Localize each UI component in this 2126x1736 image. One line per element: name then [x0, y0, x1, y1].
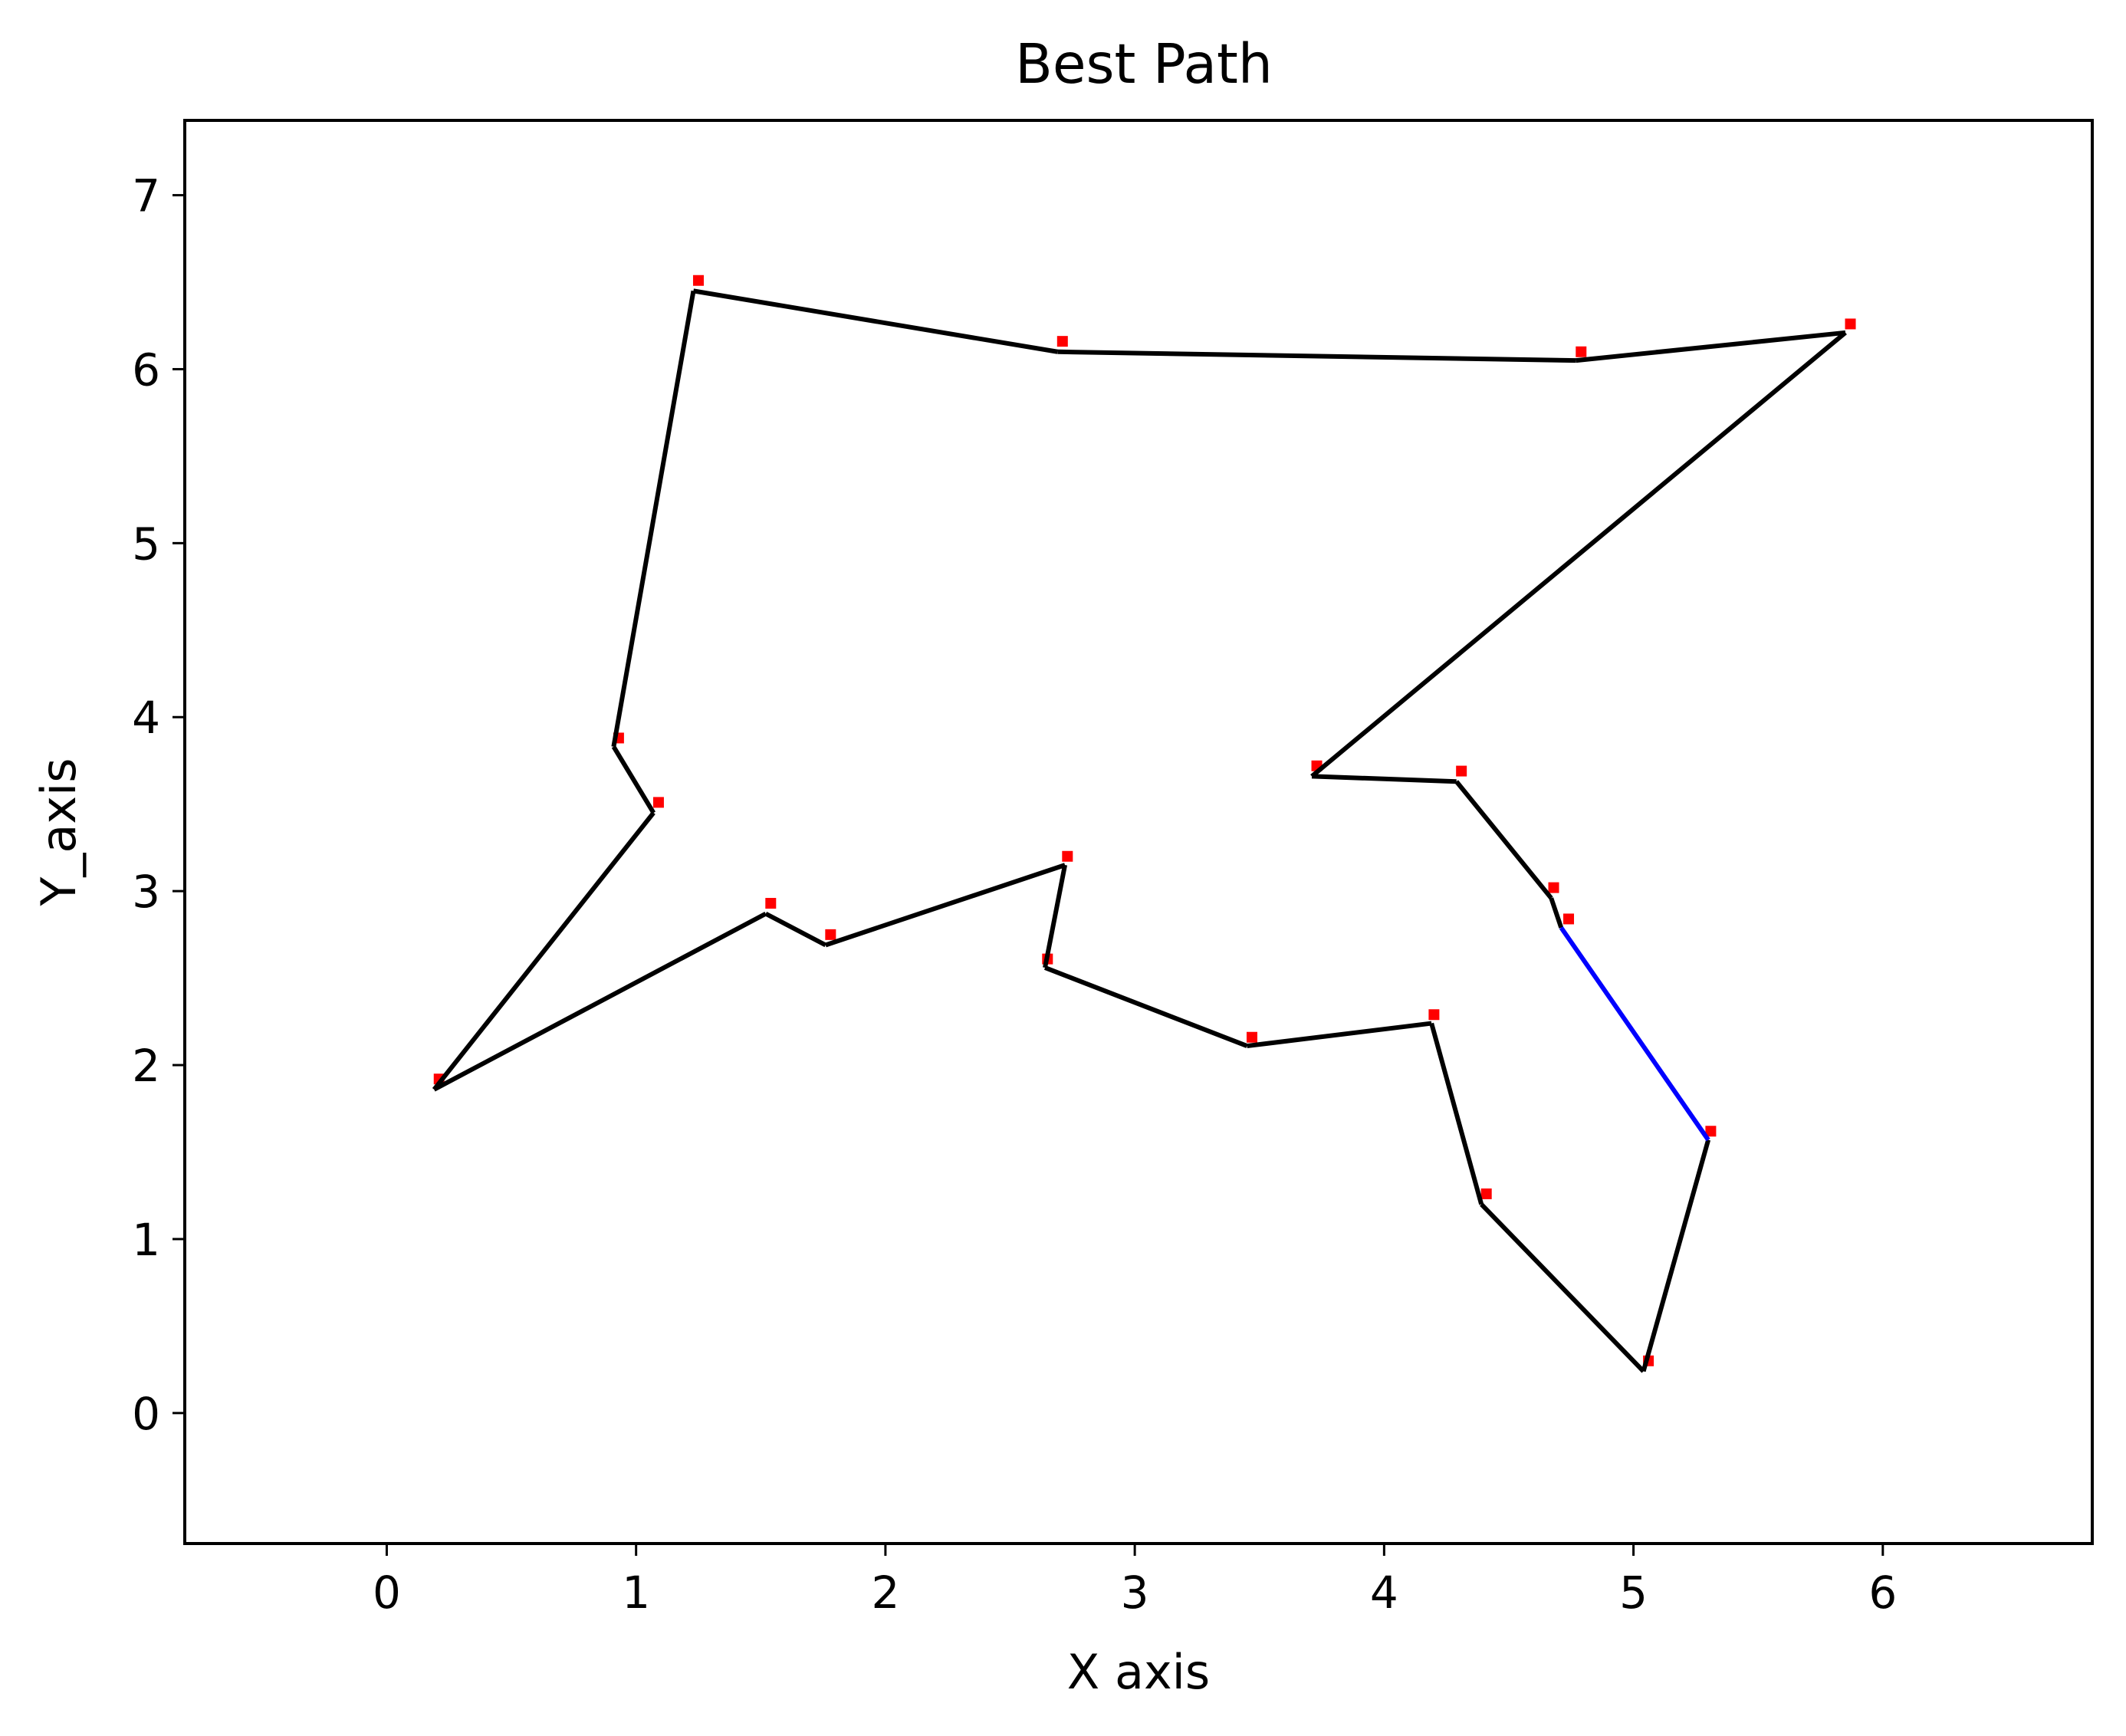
city-point-5 [1246, 1031, 1257, 1043]
path-segment-3 [1429, 1022, 1484, 1205]
path-segment-5 [1043, 965, 1248, 1048]
y-tick-label: 4 [132, 692, 160, 744]
x-tick-label: 5 [1619, 1567, 1648, 1619]
city-point-14 [1056, 336, 1068, 347]
path-segment-8 [764, 911, 827, 948]
path-segment-4 [1247, 1021, 1432, 1049]
path-segment-12 [611, 290, 696, 748]
plot-area [432, 275, 1856, 1373]
path-segment-13 [692, 288, 1058, 354]
path-segment-10 [432, 811, 656, 1091]
path-segment-15 [1576, 330, 1846, 363]
city-point-15 [1576, 346, 1587, 357]
city-point-8 [825, 929, 836, 940]
city-point-3 [1480, 1188, 1492, 1199]
y-tick-label: 7 [132, 170, 160, 222]
path-segment-2 [1480, 1202, 1645, 1373]
path-segment-6 [1043, 864, 1068, 968]
x-tick-label: 1 [622, 1567, 650, 1619]
city-point-7 [1062, 850, 1073, 862]
y-tick-label: 1 [132, 1214, 160, 1266]
path-segment-19 [1549, 897, 1564, 929]
path-segment-7 [824, 863, 1066, 948]
path-segment-18 [1454, 780, 1553, 900]
city-point-9 [765, 898, 777, 909]
path-segment-1 [1641, 1139, 1711, 1373]
y-tick-label: 0 [132, 1388, 160, 1440]
x-tick-label: 2 [871, 1567, 899, 1619]
path-segment-14 [1057, 349, 1576, 363]
path-segment-11 [611, 745, 656, 814]
axes-frame [183, 119, 2094, 1545]
x-tick-label: 3 [1121, 1567, 1149, 1619]
city-point-19 [1548, 882, 1559, 893]
y-axis-label: Y_axis [31, 758, 87, 906]
city-point-1 [1705, 1126, 1717, 1137]
chart-title: Best Path [1015, 32, 1273, 96]
path-segment-9 [432, 911, 767, 1092]
city-point-11 [652, 797, 664, 808]
y-tick-label: 6 [132, 344, 160, 396]
city-point-13 [692, 275, 704, 286]
closing-path-segment [1559, 926, 1710, 1142]
axis-ticks: 0 1 2 3 4 5 6 0 1 2 3 4 5 6 7 [132, 170, 1897, 1619]
y-tick-label: 2 [132, 1040, 160, 1092]
path-segment-17 [1311, 774, 1457, 784]
path-segment-16 [1310, 330, 1847, 778]
x-tick-label: 4 [1370, 1567, 1398, 1619]
city-point-18 [1456, 765, 1467, 777]
x-tick-label: 6 [1868, 1567, 1897, 1619]
x-axis-label: X axis [1067, 1644, 1210, 1700]
city-point-20 [1563, 913, 1575, 925]
city-point-4 [1428, 1009, 1440, 1021]
y-tick-label: 3 [132, 866, 160, 918]
city-point-16 [1845, 318, 1856, 330]
x-tick-label: 0 [373, 1567, 401, 1619]
y-tick-label: 5 [132, 518, 160, 570]
